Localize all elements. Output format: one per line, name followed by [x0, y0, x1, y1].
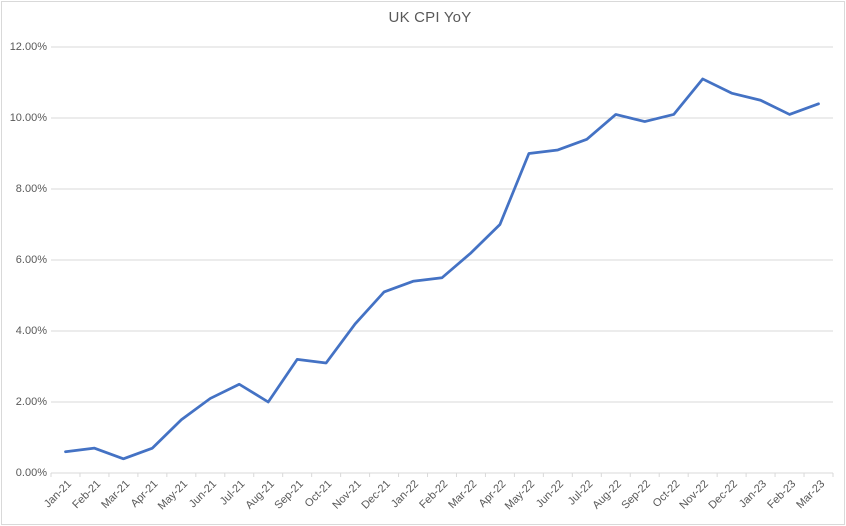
data-series-line: [64, 77, 820, 461]
y-axis-tick-label: 4.00%: [15, 325, 47, 337]
y-axis-tick-label: 0.00%: [15, 467, 47, 479]
y-axis-tick-label: 8.00%: [15, 183, 47, 195]
y-axis-tick-label: 6.00%: [15, 254, 47, 266]
y-axis-tick-label: 10.00%: [9, 112, 47, 124]
y-axis-tick-label: 2.00%: [15, 396, 47, 408]
chart-title: UK CPI YoY: [388, 9, 472, 26]
y-axis-tick-label: 12.00%: [9, 41, 47, 53]
